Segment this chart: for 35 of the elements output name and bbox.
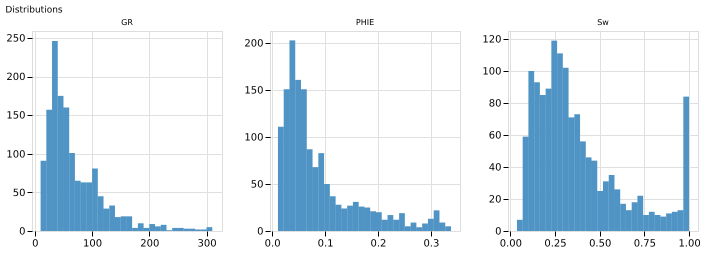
y-tick-label: 50 xyxy=(12,188,26,199)
x-tick-label: 0.0 xyxy=(264,238,281,250)
y-tick-label: 100 xyxy=(244,132,264,144)
y-tick-label: 250 xyxy=(6,33,26,44)
text: Distributions xyxy=(5,6,63,16)
y-tick-label: 200 xyxy=(6,72,26,84)
x-tick-label: 0.3 xyxy=(423,238,440,250)
x-tick-label: 0.25 xyxy=(544,238,567,250)
x-tick-label: 200 xyxy=(140,238,160,250)
x-tick-label: 0.75 xyxy=(634,238,656,250)
y-tick-label: 0 xyxy=(495,226,502,238)
y-tick-label: 0 xyxy=(19,226,26,238)
y-tick-label: 120 xyxy=(482,34,502,46)
x-tick-label: 0.1 xyxy=(318,238,334,250)
chart-title: PHIE xyxy=(356,18,374,27)
y-tick-label: 150 xyxy=(244,86,264,97)
y-tick-label: 200 xyxy=(244,38,264,50)
y-tick-label: 0 xyxy=(257,226,264,238)
chart-title: GR xyxy=(121,18,134,27)
x-tick-label: 0.50 xyxy=(589,238,612,250)
x-tick-label: 0.2 xyxy=(370,238,386,250)
y-tick-label: 80 xyxy=(488,98,502,110)
x-tick-label: 0 xyxy=(32,238,39,250)
x-tick-label: 100 xyxy=(83,238,102,250)
y-tick-label: 60 xyxy=(488,130,502,142)
y-tick-label: 40 xyxy=(488,162,502,174)
y-tick-label: 100 xyxy=(6,149,26,160)
y-tick-label: 50 xyxy=(250,180,264,191)
x-tick-label: 300 xyxy=(198,238,217,250)
x-tick-label: 1.00 xyxy=(678,238,701,250)
y-tick-label: 20 xyxy=(488,194,502,206)
y-tick-label: 100 xyxy=(482,66,502,78)
x-tick-label: 0.00 xyxy=(500,238,522,250)
y-tick-label: 150 xyxy=(6,110,26,122)
chart-title: Sw xyxy=(597,18,610,27)
